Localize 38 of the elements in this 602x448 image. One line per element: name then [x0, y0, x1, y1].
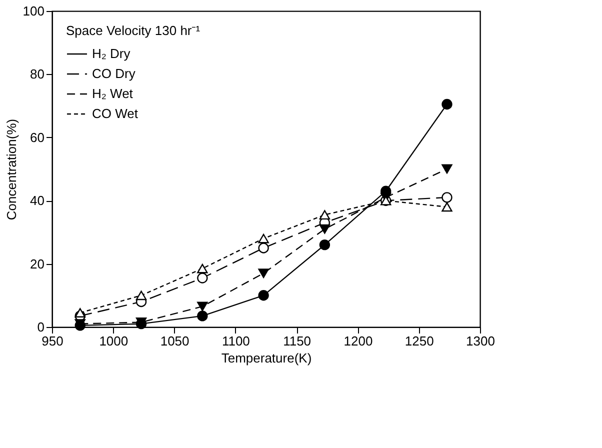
point — [258, 268, 269, 278]
point — [258, 242, 269, 254]
point — [258, 234, 269, 244]
x-tick-label: 1000 — [99, 334, 128, 348]
y-tick-label: 0 — [37, 320, 44, 334]
y-tick-label: 60 — [30, 130, 44, 145]
point — [319, 210, 330, 220]
x-tick-label: 1150 — [283, 334, 312, 348]
point — [197, 302, 208, 312]
y-tick-label: 20 — [30, 256, 44, 272]
point — [442, 98, 452, 110]
legend-label: H₂ Dry — [92, 46, 131, 61]
point — [136, 290, 147, 300]
x-axis-title: Temperature(K) — [221, 350, 312, 366]
legend-label: CO Dry — [92, 66, 136, 81]
point — [258, 290, 269, 301]
y-tick-label: 40 — [30, 193, 44, 208]
x-tick-label: 1200 — [344, 334, 373, 348]
point — [319, 224, 330, 234]
point — [319, 240, 330, 250]
x-tick-label: 1250 — [404, 334, 434, 348]
y-tick-label: 80 — [30, 66, 44, 82]
y-axis-title: Concentration(%) — [4, 118, 19, 220]
point — [197, 310, 208, 322]
x-tick-label: 1300 — [466, 334, 495, 348]
x-tick-label: 1100 — [222, 334, 250, 348]
legend-title: Space Velocity 130 hr⁻¹ — [66, 23, 201, 38]
legend-label: H₂ Wet — [92, 86, 134, 101]
y-tick-label: 100 — [22, 4, 44, 18]
point — [442, 192, 452, 203]
point — [442, 202, 452, 212]
point — [74, 308, 86, 318]
legend-label: CO Wet — [92, 106, 138, 121]
point — [197, 264, 208, 274]
point — [442, 164, 452, 174]
point — [197, 272, 208, 284]
x-tick-label: 950 — [42, 334, 64, 348]
x-tick-label: 1050 — [160, 334, 190, 348]
